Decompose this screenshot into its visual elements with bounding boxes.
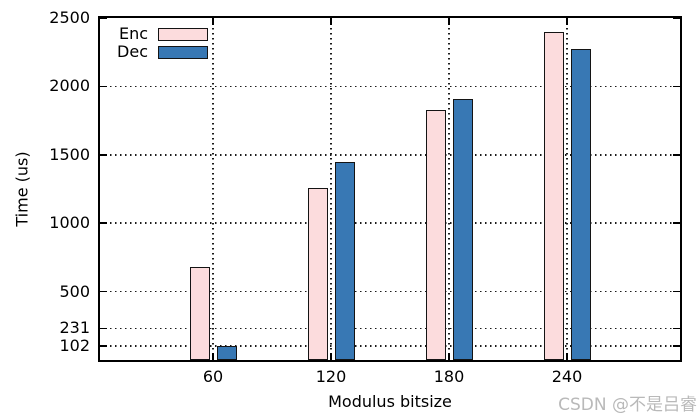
gridline-y-102 [100, 345, 680, 347]
legend-label-dec: Dec [117, 42, 148, 61]
legend-swatch-enc [158, 27, 208, 41]
y-tick-label-231: 231 [59, 318, 90, 338]
gridline-x-240 [566, 18, 568, 360]
plot-area: Enc Dec [98, 16, 682, 362]
gridline-y-1500 [100, 154, 680, 156]
x-axis-title: Modulus bitsize [328, 392, 452, 411]
gridline-x-180 [448, 18, 450, 360]
legend-row-dec: Dec [110, 43, 208, 61]
tick-left-102 [100, 345, 107, 347]
tick-right-231 [673, 327, 680, 330]
gridline-y-1000 [100, 222, 680, 224]
watermark: CSDN @不是吕睿 [558, 395, 697, 415]
y-tick-label-102: 102 [59, 336, 90, 356]
gridline-y-500 [100, 290, 680, 293]
tick-left-2000 [100, 85, 107, 88]
x-tick-label-60: 60 [202, 367, 224, 386]
y-tick-label-1000: 1000 [49, 213, 90, 233]
gridline-y-231 [100, 327, 680, 330]
tick-top-240 [566, 18, 568, 25]
legend: Enc Dec [110, 25, 208, 61]
bar-enc-180 [426, 109, 446, 360]
bar-enc-240 [544, 31, 564, 360]
tick-left-500 [100, 290, 107, 293]
bar-enc-120 [308, 187, 328, 360]
bar-enc-60 [190, 266, 210, 360]
tick-right-102 [673, 345, 680, 347]
x-tick-label-120: 120 [315, 367, 347, 386]
legend-row-enc: Enc [110, 25, 208, 43]
tick-right-2000 [673, 85, 680, 88]
bar-dec-120 [335, 161, 355, 360]
gridline-x-60 [212, 18, 214, 360]
legend-swatch-dec [158, 45, 208, 59]
tick-left-2500 [100, 17, 107, 19]
tick-top-180 [448, 18, 450, 25]
bar-dec-180 [453, 98, 473, 360]
tick-top-60 [212, 18, 214, 25]
y-tick-label-2000: 2000 [49, 76, 90, 96]
y-tick-label-500: 500 [59, 281, 90, 301]
tick-bottom-180 [448, 353, 450, 360]
tick-right-1500 [673, 154, 680, 156]
x-tick-label-240: 240 [551, 367, 583, 386]
gridline-y-2000 [100, 85, 680, 88]
tick-left-1500 [100, 154, 107, 156]
x-tick-label-180: 180 [433, 367, 465, 386]
bar-dec-60 [217, 346, 237, 360]
tick-right-500 [673, 290, 680, 293]
gridline-x-120 [330, 18, 332, 360]
tick-top-120 [330, 18, 332, 25]
tick-left-231 [100, 327, 107, 330]
legend-label-enc: Enc [118, 24, 148, 43]
tick-left-1000 [100, 222, 107, 224]
tick-bottom-60 [212, 353, 214, 360]
y-tick-label-1500: 1500 [49, 144, 90, 164]
y-tick-label-2500: 2500 [49, 8, 90, 27]
tick-bottom-240 [566, 353, 568, 360]
tick-right-2500 [673, 17, 680, 19]
tick-bottom-120 [330, 353, 332, 360]
bar-dec-240 [571, 49, 591, 360]
tick-right-1000 [673, 222, 680, 224]
